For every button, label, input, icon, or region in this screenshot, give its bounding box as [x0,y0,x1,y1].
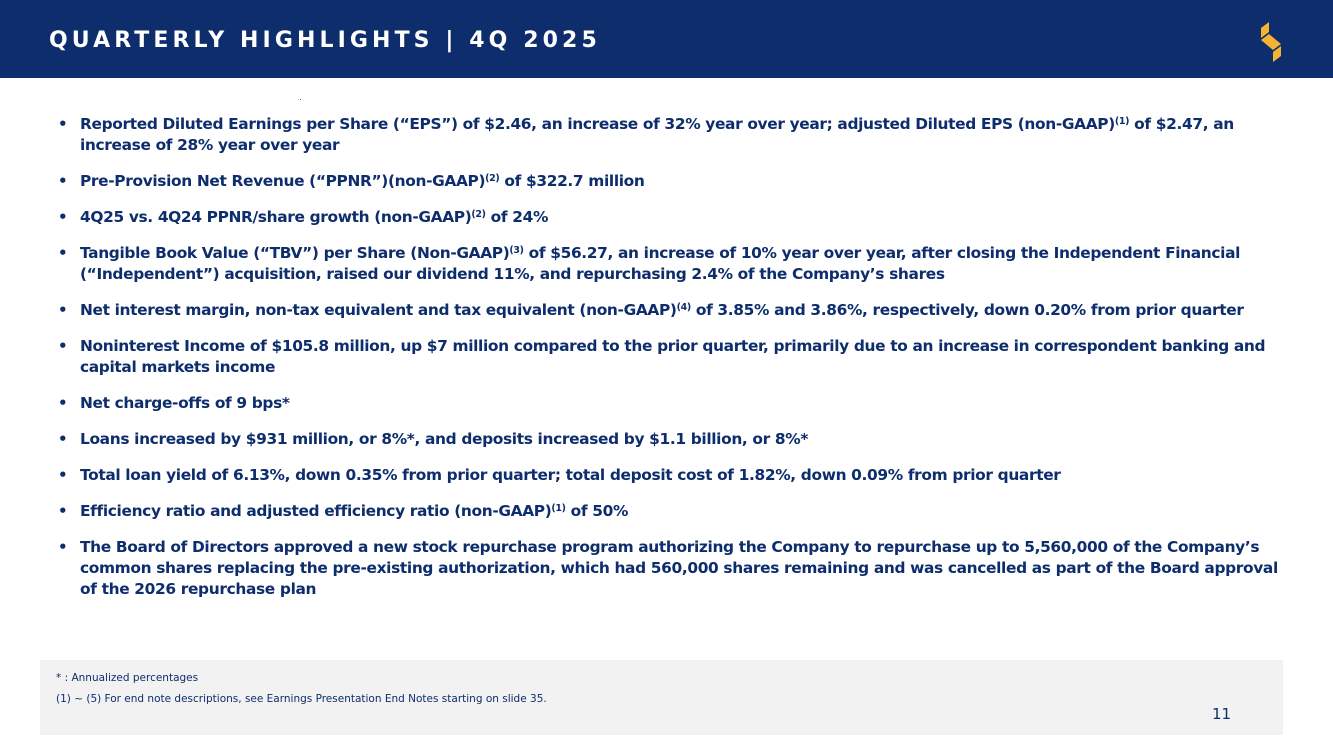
list-item: Tangible Book Value (“TBV”) per Share (N… [58,243,1283,285]
bullet-text: Net interest margin, non-tax equivalent … [80,301,677,319]
endnote-ref: (2) [485,172,500,184]
footnote-annualized: * : Annualized percentages [56,672,199,684]
endnote-ref: (1) [1114,115,1130,127]
highlights-list: Reported Diluted Earnings per Share (“EP… [58,114,1283,615]
stray-mark [300,99,301,100]
footnote-panel: * : Annualized percentages (1) ~ (5) For… [40,660,1283,735]
bullet-text: Noninterest Income of $105.8 million, up… [80,337,1266,376]
list-item: Loans increased by $931 million, or 8%*,… [58,429,1283,450]
endnote-ref: (3) [509,244,524,256]
bullet-text-cont: of $322.7 million [499,172,645,190]
endnote-ref: (4) [676,301,692,313]
brand-s-logo-icon [1261,22,1281,62]
bullet-text: Total loan yield of 6.13%, down 0.35% fr… [80,466,1061,484]
bullet-text-cont: of 3.85% and 3.86%, respectively, down 0… [690,301,1244,319]
endnote-ref: (1) [551,502,566,514]
bullet-text: The Board of Directors approved a new st… [80,538,1278,598]
page-number: 11 [1212,705,1232,723]
list-item: Net interest margin, non-tax equivalent … [58,300,1283,321]
bullet-text-cont: of 24% [485,208,549,226]
list-item: Noninterest Income of $105.8 million, up… [58,336,1283,378]
slide-title: QUARTERLY HIGHLIGHTS | 4Q 2025 [49,28,601,53]
bullet-text: Efficiency ratio and adjusted efficiency… [80,502,552,520]
bullet-text: 4Q25 vs. 4Q24 PPNR/share growth (non-GAA… [80,208,472,226]
list-item: Pre-Provision Net Revenue (“PPNR”)(non-G… [58,171,1283,192]
bullet-text-cont: of 50% [565,502,629,520]
bullet-text: Net charge-offs of 9 bps* [80,394,290,412]
bullet-text-cont: of $2.47, an increase of 28% year over y… [80,115,1234,154]
footnote-endnotes: (1) ~ (5) For end note descriptions, see… [56,693,547,705]
bullet-text: Tangible Book Value (“TBV”) per Share (N… [80,244,510,262]
list-item: Reported Diluted Earnings per Share (“EP… [58,114,1283,156]
endnote-ref: (2) [471,208,486,220]
list-item: Total loan yield of 6.13%, down 0.35% fr… [58,465,1283,486]
bullet-text-cont: of $56.27, an increase of 10% year over … [80,244,1241,283]
bullet-text: Reported Diluted Earnings per Share (“EP… [80,115,1115,133]
list-item: The Board of Directors approved a new st… [58,537,1283,600]
list-item: 4Q25 vs. 4Q24 PPNR/share growth (non-GAA… [58,207,1283,228]
list-item: Efficiency ratio and adjusted efficiency… [58,501,1283,522]
list-item: Net charge-offs of 9 bps* [58,393,1283,414]
bullet-text: Loans increased by $931 million, or 8%*,… [80,430,809,448]
bullet-text: Pre-Provision Net Revenue (“PPNR”)(non-G… [80,172,486,190]
header-bar: QUARTERLY HIGHLIGHTS | 4Q 2025 [0,0,1333,78]
